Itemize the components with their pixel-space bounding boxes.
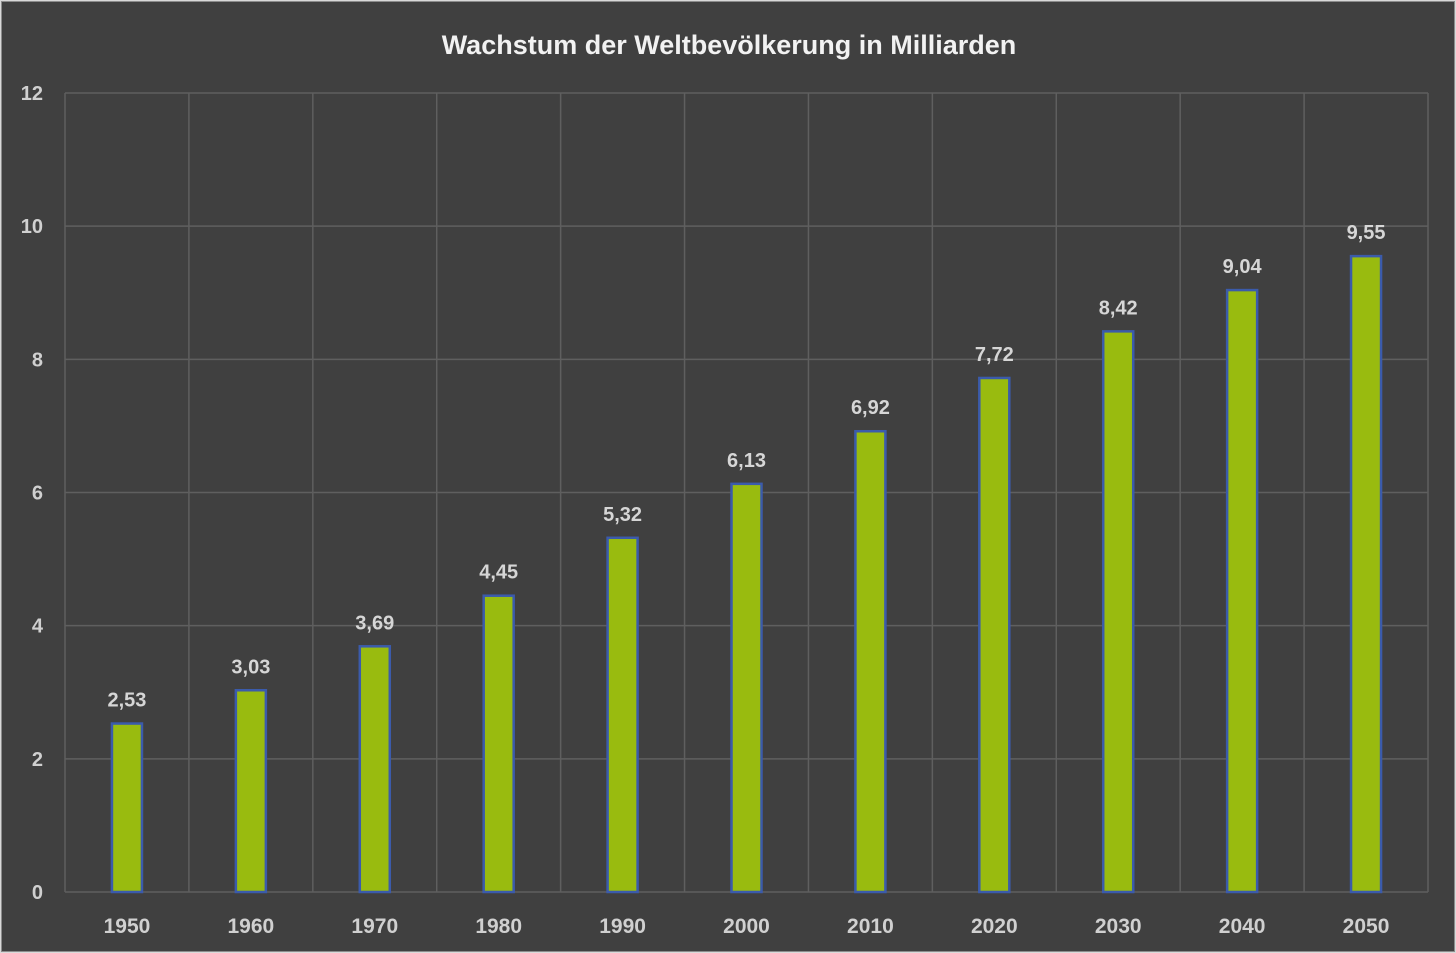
- x-tick-label: 2040: [1219, 915, 1266, 938]
- bar-2010: [854, 429, 887, 894]
- x-tick-label: 2030: [1095, 915, 1142, 938]
- y-tick-label: 0: [32, 882, 43, 904]
- bar-1990: [606, 536, 639, 894]
- bar-2050: [1349, 254, 1383, 894]
- x-tick-label: 1980: [475, 915, 522, 938]
- data-label: 9,04: [1223, 256, 1263, 278]
- data-label: 7,72: [975, 344, 1014, 366]
- chart-title: Wachstum der Weltbevölkerung in Milliard…: [442, 30, 1017, 60]
- data-label: 8,42: [1099, 297, 1138, 319]
- y-tick-label: 8: [32, 349, 43, 371]
- y-tick-label: 10: [21, 216, 43, 238]
- data-label: 6,13: [727, 450, 766, 472]
- data-label: 6,92: [851, 397, 890, 419]
- y-tick-label: 4: [32, 616, 44, 638]
- x-tick-label: 2050: [1343, 915, 1390, 938]
- y-tick-label: 12: [21, 83, 43, 105]
- y-axis-ticks: 0 2 4 6 8 10 12: [21, 83, 44, 904]
- x-tick-label: 1950: [104, 915, 151, 938]
- bar-1950: [110, 722, 144, 894]
- bar-1960: [234, 689, 268, 894]
- data-label: 4,45: [479, 562, 518, 584]
- bar-1980: [482, 594, 515, 894]
- bar-2030: [1101, 330, 1135, 894]
- data-label: 3,69: [355, 612, 394, 634]
- x-axis-ticks: 1950 1960 1970 1980 1990 2000 2010 2020 2030 2040…: [104, 915, 1390, 938]
- x-tick-label: 1990: [599, 915, 646, 938]
- data-labels: 2,53 3,03 3,69 4,45 5,32 6,13 6,92 7,72 8,42 9,04…: [107, 222, 1385, 711]
- y-tick-label: 6: [32, 483, 43, 505]
- data-label: 2,53: [107, 690, 146, 712]
- bar-2040: [1225, 288, 1259, 894]
- data-label: 5,32: [603, 504, 642, 526]
- data-label: 3,03: [231, 656, 270, 678]
- bar-1970: [358, 645, 392, 894]
- gridlines: [64, 92, 1429, 893]
- x-tick-label: 1960: [228, 915, 275, 938]
- x-tick-label: 2000: [723, 915, 770, 938]
- bars: [110, 254, 1383, 894]
- x-tick-label: 2020: [971, 915, 1018, 938]
- data-label: 9,55: [1347, 222, 1386, 244]
- bar-2000: [730, 482, 763, 894]
- y-tick-label: 2: [32, 749, 43, 771]
- x-tick-label: 2010: [847, 915, 894, 938]
- x-tick-label: 1970: [351, 915, 398, 938]
- bar-2020: [978, 376, 1011, 894]
